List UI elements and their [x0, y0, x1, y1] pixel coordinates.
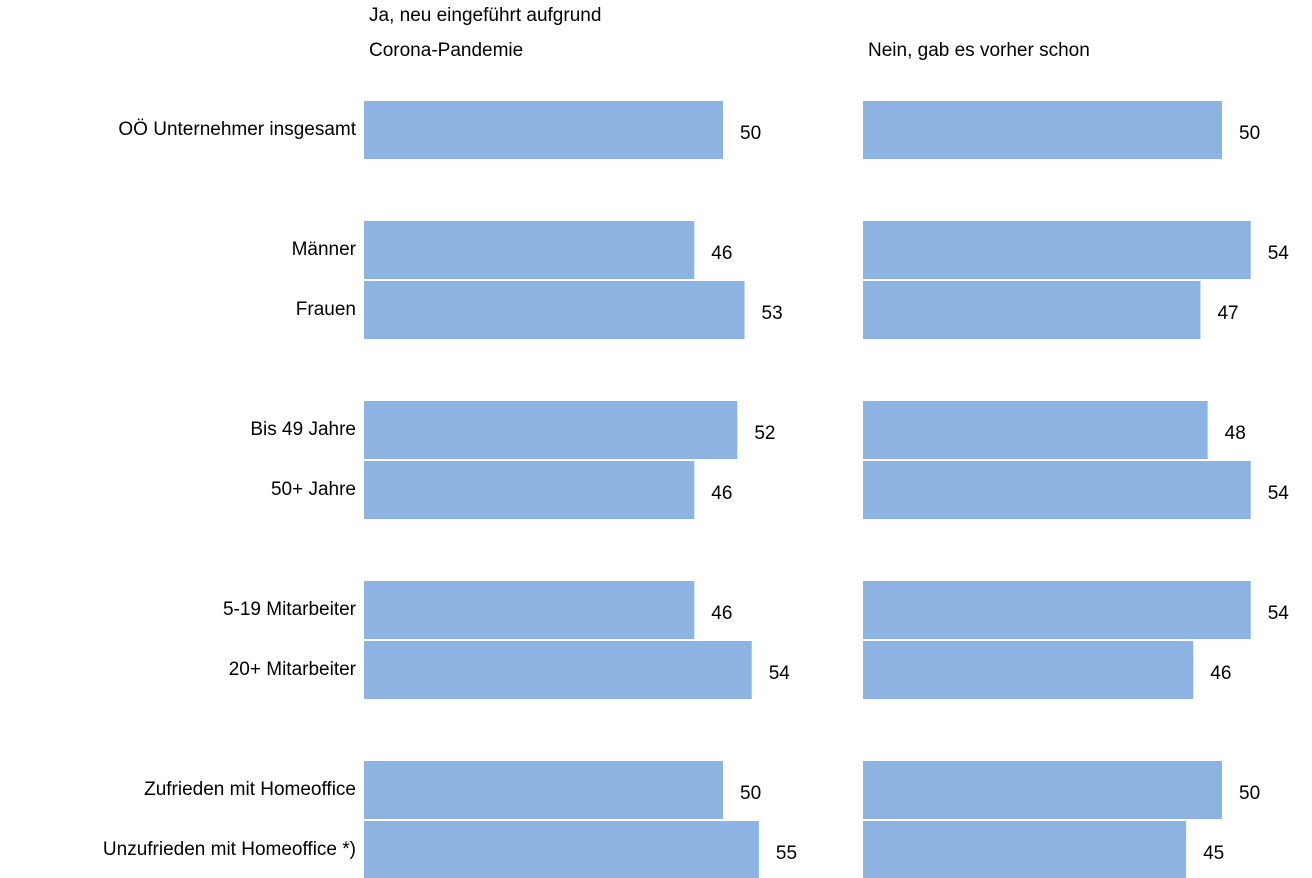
value-label: 53: [762, 303, 783, 324]
value-label: 46: [711, 483, 732, 504]
panel-title: Ja, neu eingeführt aufgrund Corona-Pande…: [369, 5, 602, 61]
category-label: Männer: [292, 239, 357, 260]
value-label: 48: [1225, 423, 1246, 444]
category-label: Unzufrieden mit Homeoffice *): [103, 839, 356, 860]
bar: [364, 281, 745, 339]
bar: [863, 281, 1201, 339]
value-label: 50: [1239, 123, 1260, 144]
category-label: 50+ Jahre: [271, 479, 356, 500]
value-label: 47: [1217, 303, 1238, 324]
bar: [863, 641, 1194, 699]
panel-title: Nein, gab es vorher schon: [868, 40, 1090, 61]
bar: [863, 101, 1222, 159]
value-label: 54: [1268, 243, 1290, 264]
bar: [364, 101, 723, 159]
value-label: 45: [1203, 843, 1224, 864]
bar: [863, 761, 1222, 819]
bar: [863, 401, 1208, 459]
bar: [364, 221, 695, 279]
bar: [863, 461, 1251, 519]
value-label: 50: [740, 123, 761, 144]
category-label: OÖ Unternehmer insgesamt: [118, 119, 356, 140]
category-label: 20+ Mitarbeiter: [229, 659, 357, 680]
bar: [364, 641, 752, 699]
value-label: 46: [711, 603, 732, 624]
value-label: 46: [1210, 663, 1231, 684]
bar: [364, 461, 695, 519]
bar: [863, 581, 1251, 639]
value-label: 46: [711, 243, 732, 264]
category-label: Bis 49 Jahre: [250, 419, 356, 440]
category-label: 5-19 Mitarbeiter: [223, 599, 357, 620]
category-label: Zufrieden mit Homeoffice: [144, 779, 356, 800]
bar: [863, 821, 1187, 878]
category-label: Frauen: [296, 299, 356, 320]
value-label: 54: [1268, 603, 1290, 624]
bar: [364, 761, 723, 819]
value-label: 50: [1239, 783, 1260, 804]
bar: [364, 401, 738, 459]
value-label: 50: [740, 783, 761, 804]
value-label: 54: [1268, 483, 1290, 504]
value-label: 54: [769, 663, 791, 684]
value-label: 55: [776, 843, 797, 864]
bar: [364, 821, 759, 878]
value-label: 52: [754, 423, 775, 444]
bar: [364, 581, 695, 639]
bar: [863, 221, 1251, 279]
